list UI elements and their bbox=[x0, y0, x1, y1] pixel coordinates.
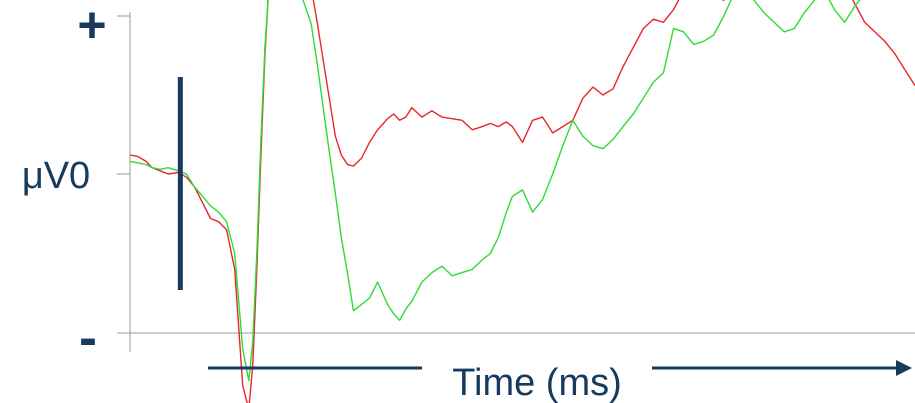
y-max-label: + bbox=[77, 0, 106, 53]
y-axis-label: μV0 bbox=[22, 155, 90, 197]
series-group bbox=[129, 0, 915, 403]
y-min-label: - bbox=[79, 308, 97, 368]
series-line-1 bbox=[129, 0, 915, 403]
x-axis-label: Time (ms) bbox=[452, 362, 622, 403]
series-line-2 bbox=[129, 0, 861, 382]
time-arrow-head-icon bbox=[896, 360, 912, 376]
